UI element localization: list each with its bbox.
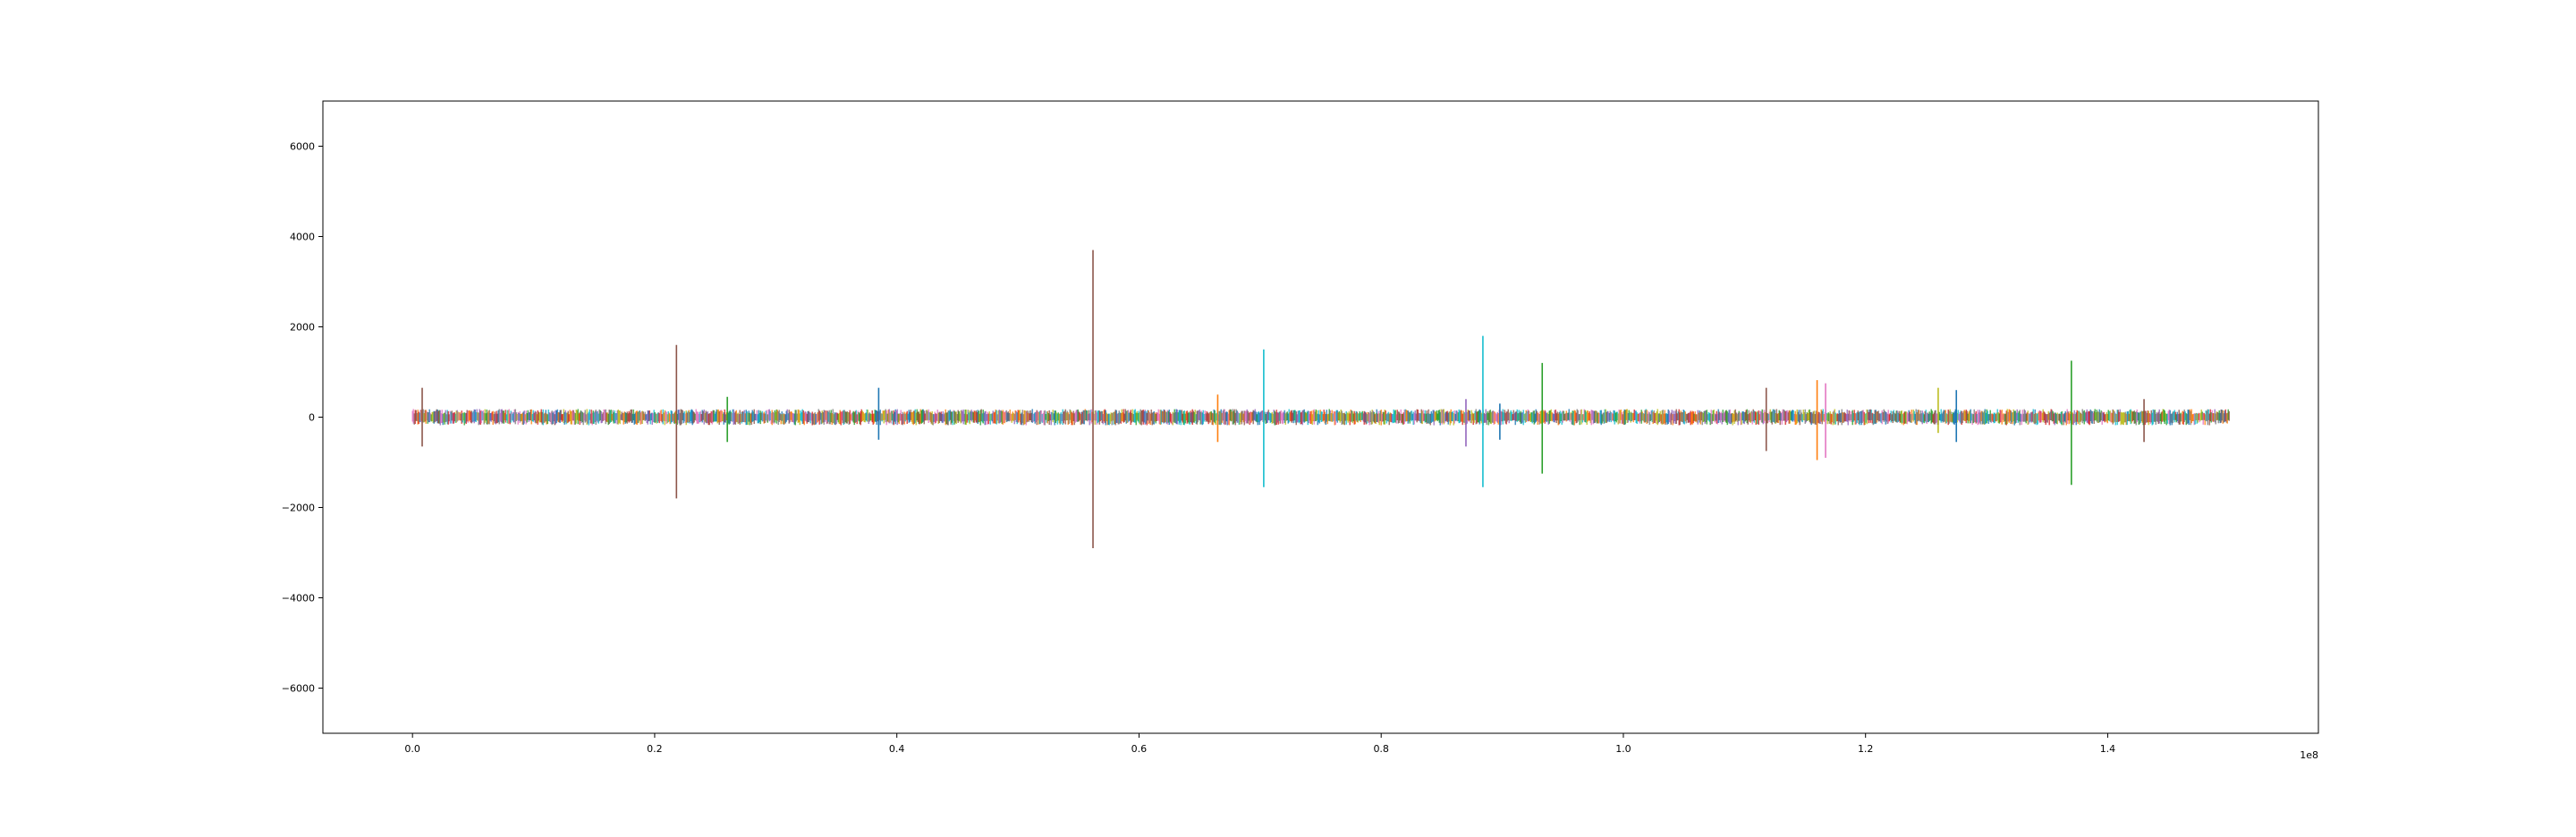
x-tick-label: 0.4 (889, 743, 905, 755)
x-tick-label: 0.6 (1131, 743, 1148, 755)
y-axis: 6000 4000 2000 0 −2000 −4000 −6000 (282, 141, 323, 695)
plot-area (411, 249, 2230, 548)
y-tick-label: −2000 (282, 503, 315, 514)
x-tick-label: 1.0 (1615, 743, 1631, 755)
y-tick-label: 2000 (290, 322, 315, 334)
x-tick-label: 0.2 (647, 743, 663, 755)
y-tick-label: 6000 (290, 141, 315, 153)
y-tick-label: 4000 (290, 232, 315, 243)
x-axis: 0.0 0.2 0.4 0.6 0.8 1.0 1.2 1.4 (404, 733, 2115, 755)
x-tick-label: 1.4 (2100, 743, 2116, 755)
y-tick-label: −4000 (282, 593, 315, 604)
x-tick-label: 0.8 (1373, 743, 1389, 755)
x-tick-label: 1.2 (1858, 743, 1874, 755)
y-tick-label: 0 (309, 412, 315, 424)
x-axis-offset-label: 1e8 (2300, 749, 2318, 761)
x-tick-label: 0.0 (404, 743, 420, 755)
y-tick-label: −6000 (282, 683, 315, 695)
